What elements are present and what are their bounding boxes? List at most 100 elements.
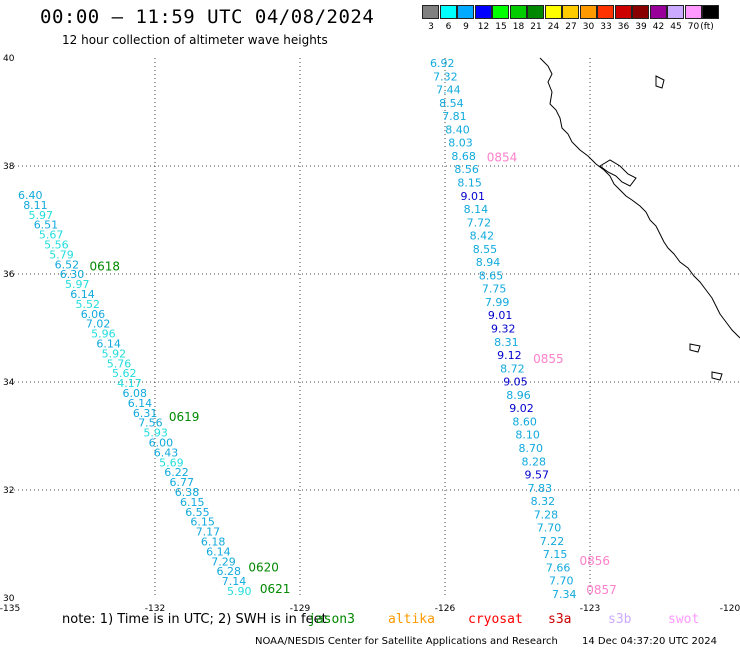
lon-tick-label: -123 (580, 604, 600, 614)
wave-height-value: 8.15 (457, 177, 482, 190)
wave-height-value: 7.56 (138, 417, 163, 430)
legend-swatch (474, 5, 492, 19)
wave-height-value: 8.72 (500, 362, 524, 375)
legend-label: 6 (445, 22, 452, 32)
wave-height-value: 5.90 (227, 585, 252, 598)
wave-height-value: 7.28 (534, 508, 559, 521)
legend-swatch (649, 5, 667, 19)
wave-height-value: 6.30 (60, 268, 85, 281)
pass-time-label: 0618 (90, 259, 121, 273)
legend-swatch (579, 5, 597, 19)
wave-height-value: 8.94 (476, 256, 501, 269)
wave-height-value: 6.18 (201, 536, 226, 549)
lon-tick-label: -135 (0, 604, 20, 614)
wave-height-value: 5.76 (107, 357, 132, 370)
legend-label: 12 (477, 22, 490, 32)
wave-height-value: 6.14 (128, 397, 153, 410)
san-francisco-bay (599, 159, 637, 187)
wave-height-value: 7.70 (549, 575, 574, 588)
wave-height-value: 8.56 (454, 163, 479, 176)
wave-height-value: 8.10 (515, 429, 540, 442)
legend-label: 30 (582, 22, 595, 32)
wave-height-value: 8.14 (464, 203, 489, 216)
wave-height-value: 5.92 (102, 347, 127, 360)
pass-time-label: 0854 (487, 150, 518, 164)
pass-time-label: 0856 (580, 554, 611, 568)
wave-height-value: 8.32 (531, 495, 556, 508)
wave-height-value: 5.97 (29, 209, 54, 222)
legend-label: 27 (565, 22, 577, 32)
wave-height-value: 4.17 (117, 377, 142, 390)
wave-height-value: 6.08 (123, 387, 148, 400)
legend-swatch (667, 5, 684, 19)
wave-height-value: 7.22 (540, 535, 565, 548)
legend-label: 33 (600, 22, 612, 32)
wave-height-value: 7.14 (222, 575, 247, 588)
legend-label: 15 (495, 22, 507, 32)
wave-height-value: 7.81 (442, 110, 467, 123)
wave-height-value: 7.66 (546, 562, 571, 575)
legend-swatch (597, 5, 614, 19)
wave-height-value: 6.51 (34, 219, 59, 232)
legend-swatch (527, 5, 544, 19)
wave-height-value: 6.52 (55, 258, 80, 271)
wave-height-value: 5.52 (76, 298, 101, 311)
wave-height-value: 6.55 (185, 506, 210, 519)
wave-height-value: 8.70 (519, 442, 544, 455)
pass-time-label: 0619 (169, 410, 200, 424)
wave-height-value: 5.96 (91, 328, 116, 341)
lat-tick-label: 34 (3, 378, 15, 388)
wave-height-value: 6.43 (154, 446, 179, 459)
wave-height-value: 5.93 (143, 427, 168, 440)
wave-height-value: 8.11 (23, 199, 48, 212)
wave-height-value: 9.05 (503, 376, 528, 389)
lon-tick-label: -120 (720, 604, 740, 614)
wave-height-value: 9.01 (461, 190, 486, 203)
wave-height-value: 6.14 (206, 545, 231, 558)
wave-height-value: 5.97 (65, 278, 90, 291)
wave-height-value: 6.28 (217, 565, 242, 578)
legend-swatch (684, 5, 702, 19)
satellite-label-cryosat: cryosat (468, 612, 523, 627)
wave-height-value: 9.02 (509, 402, 534, 415)
lon-tick-label: -126 (435, 604, 456, 614)
legend-label: 45 (670, 22, 682, 32)
legend-swatch (509, 5, 527, 19)
legend-label: 9 (463, 22, 469, 32)
wave-height-value: 6.06 (81, 308, 106, 321)
satellite-label-jason3: jason3 (308, 612, 355, 627)
wave-height-value: 5.69 (159, 456, 184, 469)
wave-height-value: 8.65 (479, 269, 504, 282)
legend-label: 36 (617, 22, 630, 32)
lat-tick-label: 38 (3, 162, 15, 172)
lat-lon-grid (10, 58, 740, 598)
wave-height-value: 6.14 (70, 288, 95, 301)
lon-tick-label: -129 (290, 604, 311, 614)
wave-height-value: 6.38 (175, 486, 200, 499)
wave-height-value: 6.77 (170, 476, 195, 489)
wave-height-value: 8.28 (522, 455, 547, 468)
wave-height-value: 8.40 (445, 123, 470, 136)
wave-height-value: 8.60 (512, 415, 537, 428)
wave-height-value: 7.83 (528, 482, 553, 495)
axis-labels: -135 -132 -129 -126 -123 -120 40 38 36 34 32 30 (0, 54, 740, 614)
wave-height-value: 9.12 (497, 349, 521, 362)
legend-label: 39 (635, 22, 647, 32)
wave-height-value: 7.15 (543, 548, 568, 561)
wave-height-value: 9.57 (525, 469, 550, 482)
satellite-label-s3b: s3b (608, 612, 632, 627)
wave-height-value: 8.68 (451, 150, 476, 163)
units-note: note: 1) Time is in UTC; 2) SWH is in fe… (62, 612, 327, 627)
wave-height-value: 8.55 (473, 243, 498, 256)
wave-height-value: 6.92 (430, 57, 455, 70)
wave-height-value: 5.56 (44, 239, 69, 252)
wave-height-value: 7.34 (552, 588, 577, 601)
wave-height-value: 6.31 (133, 407, 158, 420)
map-title: 00:00 — 11:59 UTC 04/08/2024 (40, 6, 375, 28)
lat-tick-label: 32 (3, 486, 14, 496)
california-coastline (539, 57, 740, 339)
wave-height-value: 8.54 (439, 97, 464, 110)
legend-swatch (457, 5, 474, 19)
wave-height-value: 6.40 (18, 189, 43, 202)
